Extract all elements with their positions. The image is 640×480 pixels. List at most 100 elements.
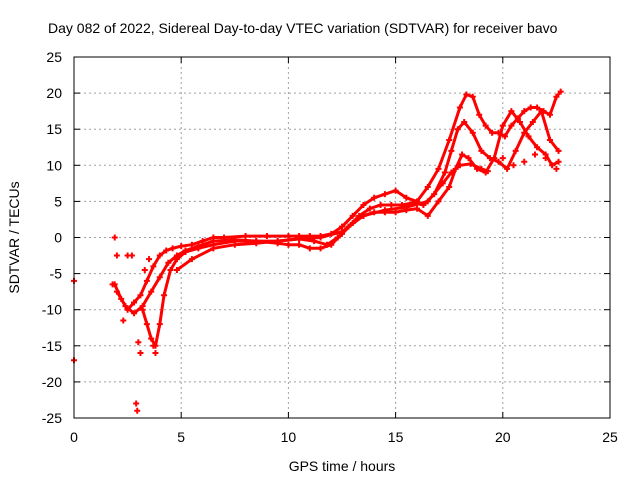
data-point [231,241,238,248]
series-scatter [71,151,560,414]
data-point [482,122,489,129]
data-point [146,256,153,263]
data-point [546,137,553,144]
data-point [491,155,498,162]
data-point [435,198,442,205]
x-axis-label: GPS time / hours [289,458,396,474]
x-tick-label: 25 [602,429,618,445]
data-point [448,147,455,154]
data-point [424,212,431,219]
data-point [555,147,562,154]
data-point [510,162,517,169]
data-point [156,252,163,259]
data-point [161,292,168,299]
data-point [557,88,564,95]
y-tick-label: 20 [46,85,62,101]
data-point [504,165,511,172]
data-point [446,183,453,190]
data-point [454,126,461,133]
x-tick-label: 0 [70,429,78,445]
data-point [549,162,556,169]
data-point [478,147,485,154]
data-point [122,303,129,310]
data-point [173,266,180,273]
data-point [414,205,421,212]
y-tick-label: -10 [42,302,62,318]
data-point [424,198,431,205]
data-point [285,233,292,240]
data-point [141,266,148,273]
x-tick-label: 15 [388,429,404,445]
data-point [392,209,399,216]
data-point [339,228,345,235]
data-point [392,187,399,194]
data-point [150,342,157,349]
y-axis-label: SDTVAR / TECUs [6,181,22,293]
data-point [512,147,519,154]
data-point [188,256,195,263]
data-point [131,310,138,317]
data-point [542,155,549,162]
data-point [456,162,463,169]
data-point [349,212,356,219]
data-point [516,118,523,125]
data-point [199,238,206,245]
data-point [167,266,174,273]
data-point [173,256,180,263]
data-point [467,160,474,167]
data-point [274,238,281,245]
data-point [111,234,118,241]
data-point [128,252,135,259]
data-point [403,194,410,201]
data-point [403,204,410,211]
data-point [527,104,534,111]
series-track-4 [173,160,491,273]
data-point [296,235,303,242]
data-point [476,111,483,118]
data-point [388,202,395,209]
data-point [501,133,508,140]
data-point [381,191,388,198]
series-line [141,109,560,348]
data-point [148,288,155,295]
y-tick-label: 10 [46,157,62,173]
data-point [508,122,515,129]
data-point [306,245,313,252]
series-track-1 [111,88,564,313]
data-point [113,252,120,259]
y-tick-label: -20 [42,374,62,390]
y-tick-label: 15 [46,121,62,137]
data-point [441,169,448,176]
data-point [253,240,260,247]
data-point [439,180,446,187]
data-point [534,144,541,151]
data-point [133,400,140,407]
data-point [534,104,541,111]
data-point [478,165,485,172]
series-line [115,109,560,315]
data-point [165,259,172,266]
data-point [182,248,189,255]
data-point [459,151,466,158]
data-point [465,155,472,162]
y-tick-label: -25 [42,410,62,426]
data-point [113,288,120,295]
data-point [137,350,144,357]
data-point [150,263,157,270]
x-tick-label: 5 [177,429,185,445]
data-point [152,350,159,357]
data-point [109,281,116,288]
data-point [495,158,502,165]
data-point [143,277,150,284]
data-point [317,245,324,252]
data-point [131,299,138,306]
data-point [446,137,453,144]
y-tick-label: 0 [54,230,62,246]
data-point [135,339,142,346]
data-point [461,118,468,125]
data-point [529,118,536,125]
data-point [296,241,303,248]
data-point [148,335,155,342]
y-tick-label: 5 [54,193,62,209]
